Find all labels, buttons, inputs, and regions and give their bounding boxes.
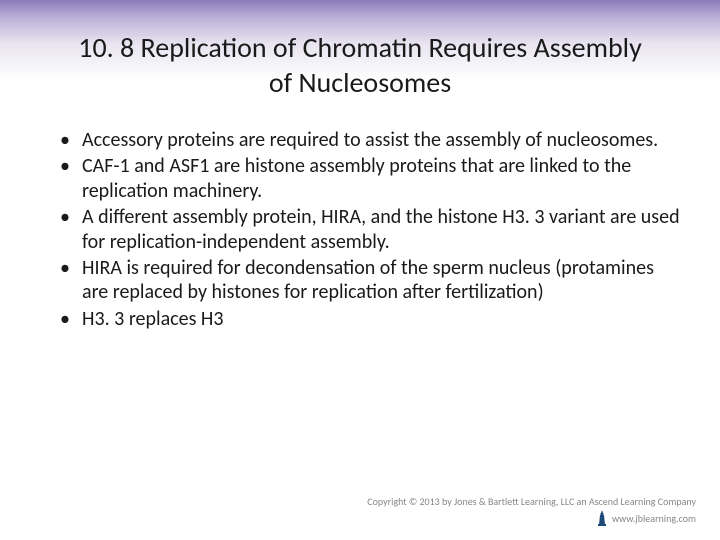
list-item: Accessory proteins are required to assis… [58,128,680,152]
footer-url: www.jblearning.com [612,512,696,525]
list-item: A different assembly protein, HIRA, and … [58,205,680,254]
slide-container: 10. 8 Replication of Chromatin Requires … [0,0,720,540]
bullet-list: Accessory proteins are required to assis… [40,128,680,331]
footer-logo-line: www.jblearning.com [367,510,696,526]
list-item: HIRA is required for decondensation of t… [58,256,680,305]
footer: Copyright © 2013 by Jones & Bartlett Lea… [367,495,696,526]
lighthouse-icon [596,510,608,526]
copyright-text: Copyright © 2013 by Jones & Bartlett Lea… [367,495,696,508]
list-item: H3. 3 replaces H3 [58,307,680,331]
list-item: CAF-1 and ASF1 are histone assembly prot… [58,154,680,203]
slide-title: 10. 8 Replication of Chromatin Requires … [40,30,680,100]
